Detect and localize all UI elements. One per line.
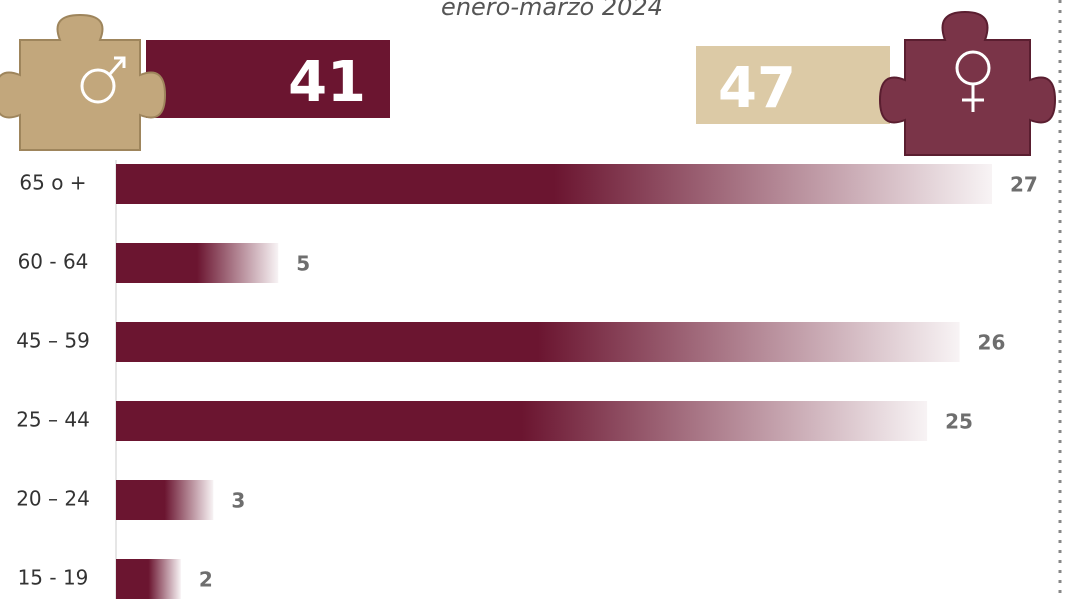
category-label: 15 - 19: [18, 566, 89, 590]
category-label: 25 – 44: [16, 408, 90, 432]
value-label: 2: [199, 568, 213, 592]
male-total: 41: [288, 50, 366, 115]
female-total: 47: [718, 56, 796, 121]
bar: [116, 559, 181, 599]
female-total-box: [696, 46, 890, 124]
category-label: 45 – 59: [16, 329, 90, 353]
bar: [116, 164, 992, 204]
category-label: 20 – 24: [16, 487, 90, 511]
value-label: 3: [231, 489, 245, 513]
value-label: 25: [945, 410, 973, 434]
bar: [116, 322, 960, 362]
male-puzzle-icon: [0, 13, 167, 151]
bar: [116, 480, 214, 520]
male-total-box: [146, 40, 390, 118]
category-label: 60 - 64: [18, 250, 89, 274]
bar: [116, 401, 928, 441]
category-label: 65 o +: [19, 171, 86, 195]
value-label: 27: [1010, 173, 1038, 197]
value-label: 5: [296, 252, 310, 276]
chart-subtitle: enero-marzo 2024: [441, 0, 663, 21]
bar: [116, 243, 279, 283]
female-puzzle-icon: [878, 10, 1057, 156]
value-label: 26: [978, 331, 1006, 355]
